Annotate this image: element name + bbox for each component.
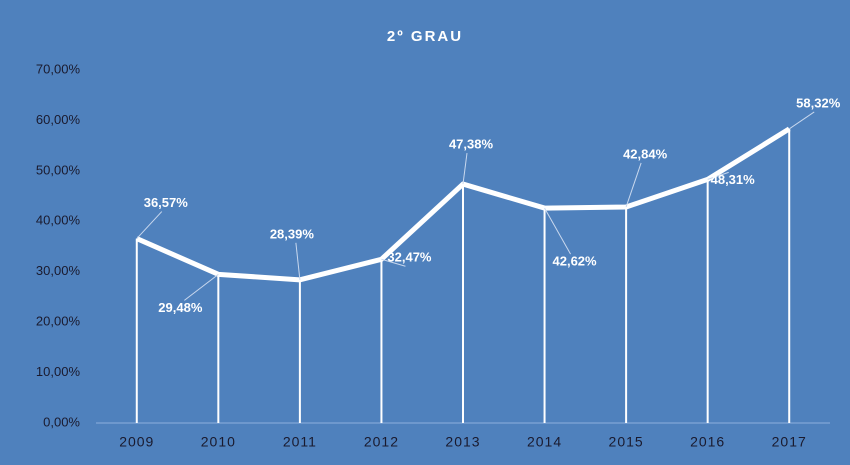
y-tick-label: 50,00% [36, 162, 81, 177]
y-tick-label: 40,00% [36, 213, 81, 228]
y-tick-label: 20,00% [36, 314, 81, 329]
x-tick-label: 2011 [283, 434, 317, 450]
data-label: 42,62% [553, 254, 598, 269]
data-label: 42,84% [623, 146, 668, 161]
leader-line [788, 111, 815, 130]
x-tick-label: 2014 [527, 434, 562, 450]
leader-line [136, 211, 163, 239]
y-tick-label: 10,00% [36, 364, 81, 379]
data-label: 32,47% [387, 250, 432, 265]
y-tick-label: 0,00% [43, 414, 80, 429]
data-label: 47,38% [449, 137, 494, 152]
x-tick-label: 2017 [772, 434, 807, 450]
leader-line [544, 207, 571, 255]
leader-line [381, 258, 406, 267]
x-tick-label: 2015 [609, 434, 644, 450]
chart-title: 2º GRAU [387, 28, 463, 45]
leader-line [707, 171, 729, 180]
data-label: 58,32% [796, 95, 841, 110]
y-tick-label: 70,00% [36, 61, 81, 76]
x-tick-label: 2009 [119, 434, 154, 450]
leader-line [184, 273, 219, 301]
x-tick-label: 2016 [690, 434, 725, 450]
data-label: 48,31% [711, 172, 756, 187]
leader-line [295, 242, 301, 280]
data-label: 36,57% [144, 195, 189, 210]
leader-line [462, 153, 468, 185]
x-tick-label: 2012 [364, 434, 399, 450]
x-tick-label: 2010 [201, 434, 236, 450]
data-label: 28,39% [270, 226, 315, 241]
x-tick-label: 2013 [445, 434, 480, 450]
leader-line [625, 162, 642, 208]
data-label: 29,48% [158, 300, 203, 315]
y-tick-label: 60,00% [36, 112, 81, 127]
y-tick-label: 30,00% [36, 263, 81, 278]
